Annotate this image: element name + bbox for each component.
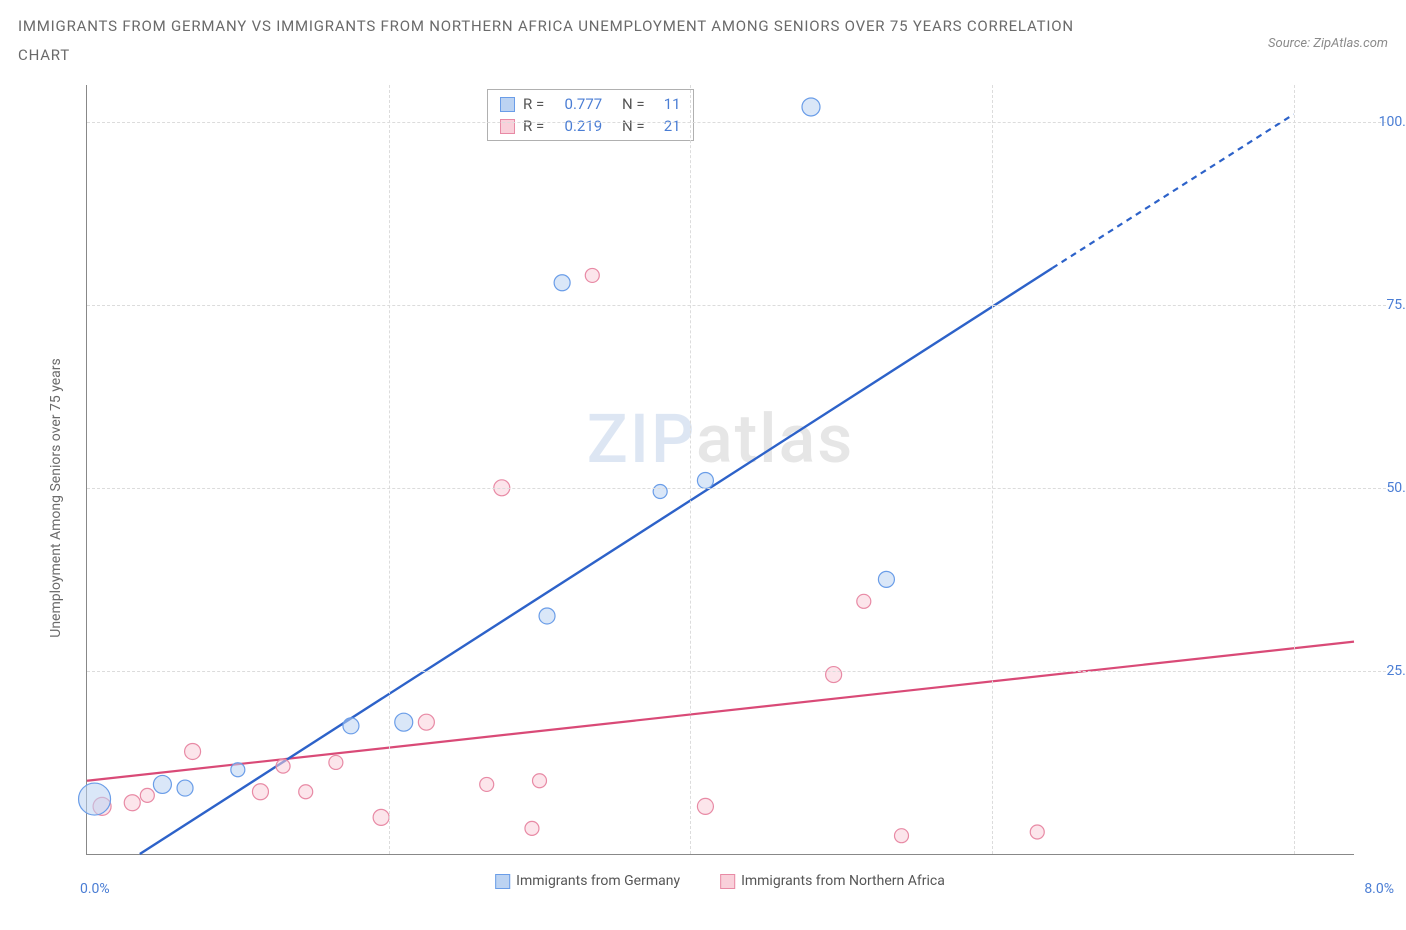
data-point-series-a [231, 763, 245, 777]
data-point-series-a [802, 98, 820, 116]
data-point-series-a [653, 484, 667, 498]
data-point-series-b [373, 809, 389, 825]
data-point-series-b [299, 785, 313, 799]
data-point-series-a [153, 775, 171, 793]
data-point-series-b [697, 798, 713, 814]
y-tick-label: 75.0% [1386, 297, 1406, 313]
data-point-series-b [329, 755, 343, 769]
gridline-vertical [389, 85, 390, 854]
header: IMMIGRANTS FROM GERMANY VS IMMIGRANTS FR… [18, 12, 1388, 69]
data-point-series-b [185, 743, 201, 759]
gridline-horizontal [87, 488, 1386, 489]
chart-svg [87, 85, 1354, 854]
data-point-series-a [343, 718, 359, 734]
data-point-series-a [554, 275, 570, 291]
y-tick-label: 100.0% [1379, 114, 1406, 130]
swatch-series-b [720, 874, 735, 889]
data-point-series-b [276, 759, 290, 773]
trend-line [1052, 114, 1293, 268]
legend-label-b: Immigrants from Northern Africa [741, 873, 945, 889]
data-point-series-a [697, 472, 713, 488]
data-point-series-a [539, 608, 555, 624]
data-point-series-b [418, 714, 434, 730]
legend-label-a: Immigrants from Germany [516, 873, 680, 889]
data-point-series-a [878, 571, 894, 587]
data-point-series-b [585, 268, 599, 282]
data-point-series-a [79, 783, 111, 815]
data-point-series-b [140, 788, 154, 802]
chart-container: Unemployment Among Seniors over 75 years… [50, 85, 1390, 895]
plot-area: ZIPatlas R = 0.777 N = 11 R = 0.219 N = … [86, 85, 1354, 855]
x-axis-max-tick: 8.0% [1364, 881, 1394, 897]
gridline-vertical [992, 85, 993, 854]
gridline-horizontal [87, 305, 1386, 306]
data-point-series-b [857, 594, 871, 608]
legend-item-b: Immigrants from Northern Africa [720, 873, 945, 889]
data-point-series-a [395, 713, 413, 731]
gridline-vertical [690, 85, 691, 854]
data-point-series-b [1030, 825, 1044, 839]
data-point-series-b [525, 821, 539, 835]
data-point-series-a [177, 780, 193, 796]
legend: Immigrants from Germany Immigrants from … [495, 873, 945, 889]
x-axis-min-tick: 0.0% [80, 881, 110, 897]
gridline-horizontal [87, 671, 1386, 672]
swatch-series-a [495, 874, 510, 889]
y-tick-label: 50.0% [1386, 480, 1406, 496]
chart-title: IMMIGRANTS FROM GERMANY VS IMMIGRANTS FR… [18, 12, 1118, 69]
data-point-series-b [124, 795, 140, 811]
trend-line [87, 642, 1354, 781]
legend-item-a: Immigrants from Germany [495, 873, 680, 889]
y-tick-label: 25.0% [1386, 663, 1406, 679]
data-point-series-b [533, 774, 547, 788]
gridline-horizontal [87, 122, 1386, 123]
gridline-vertical [1294, 85, 1295, 854]
data-point-series-b [480, 777, 494, 791]
y-axis-label: Unemployment Among Seniors over 75 years [48, 358, 64, 638]
data-point-series-b [252, 784, 268, 800]
data-point-series-b [895, 829, 909, 843]
data-point-series-b [826, 667, 842, 683]
source-attribution: Source: ZipAtlas.com [1268, 36, 1388, 51]
